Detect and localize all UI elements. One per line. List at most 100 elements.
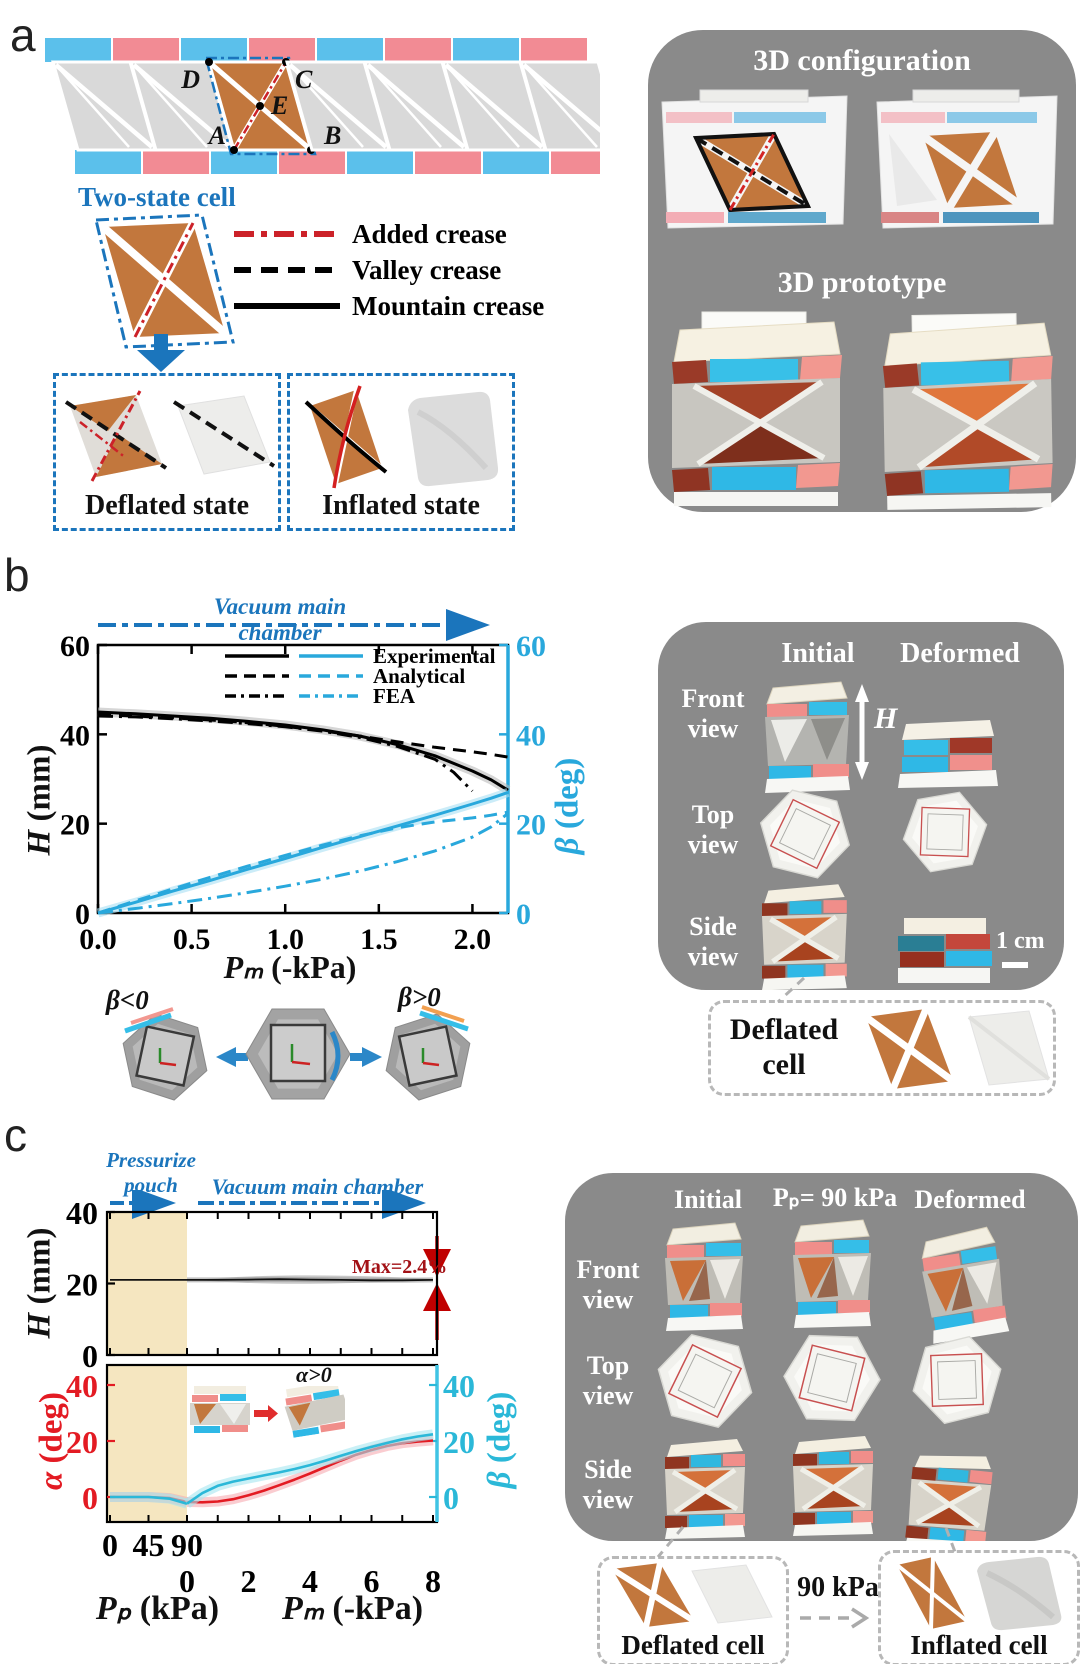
- ytick-right-b: 20: [516, 809, 546, 842]
- prototype-photo-initial: [672, 311, 842, 506]
- deflated-cell-box-c: Deflated cell: [597, 1556, 789, 1664]
- series-beta-fea: [97, 812, 509, 915]
- mountain-crease-label: Mountain crease: [352, 290, 545, 321]
- ytick-alpha: 40: [66, 1368, 98, 1404]
- pressure-90kpa-label: 90 kPa: [797, 1572, 879, 1603]
- render-deformed: [876, 89, 1058, 229]
- added-crease-sample: [234, 231, 340, 237]
- col-initial-c: Initial: [674, 1185, 742, 1214]
- chart-b-xlabel: Pₘ (-kPa): [223, 949, 357, 985]
- inflated-cell-label-c: Inflated cell: [910, 1630, 1048, 1660]
- hexagon-beta-positive: [385, 1005, 471, 1101]
- front-deformed-photo: [898, 720, 998, 788]
- panel-b-views: [750, 681, 998, 990]
- strip-bar-bottom: [211, 150, 277, 174]
- unit-cell-outline: [204, 56, 317, 156]
- top-initial-photo: [750, 783, 860, 885]
- xtick-pm: 8: [425, 1563, 441, 1599]
- ytick-right-b: 0: [516, 898, 531, 931]
- side-initial-photo: [762, 884, 847, 990]
- ytick-right-b: 60: [516, 630, 546, 663]
- experimental-black-sample: [225, 654, 289, 658]
- front-initial-photo: [765, 681, 850, 793]
- ytick-h: 40: [66, 1195, 98, 1231]
- ytick-left-b: 60: [60, 630, 90, 663]
- height-symbol: H: [874, 702, 898, 735]
- inflated-cell-box-c: Inflated cell: [878, 1550, 1080, 1664]
- vertex-label-d: D: [180, 65, 200, 94]
- beta-positive-label: β>0: [398, 982, 441, 1012]
- top-initial-c: [647, 1328, 763, 1434]
- band-alpha-vacuum: [186, 1435, 434, 1508]
- added-crease-line: [133, 222, 195, 338]
- strip-bar-bottom: [143, 150, 209, 174]
- valley-crease-label: Valley crease: [352, 254, 502, 285]
- series-beta-analytical: [97, 810, 509, 915]
- xtick-b: 0.5: [173, 923, 211, 956]
- side-deformed-c: [904, 1449, 994, 1541]
- fea-blue-sample: [299, 694, 363, 698]
- series-beta-pouch: [110, 1495, 188, 1505]
- prototype-photo-deformed: [882, 313, 1053, 510]
- added-crease-label: Added crease: [352, 218, 507, 249]
- xtick-pp: 45: [133, 1527, 165, 1563]
- series-beta-vacuum: [186, 1433, 434, 1505]
- series-H-analytical: [97, 713, 509, 759]
- crease-legend: Added crease Valley crease Mountain crea…: [232, 216, 544, 324]
- pressure-arrow-head: [851, 1607, 870, 1629]
- col-pressure-c: Pₚ= 90 kPa: [772, 1183, 898, 1212]
- chart-b-legend: Experimental Analytical FEA: [225, 645, 495, 708]
- series-H-experimental: [97, 710, 509, 792]
- inset-cell-sheared: [284, 1386, 345, 1445]
- ytick-beta: 20: [443, 1424, 475, 1460]
- xtick-b: 2.0: [454, 923, 492, 956]
- row-front-view-b: Front view: [681, 684, 745, 743]
- row-side-view-c: Side view: [582, 1455, 634, 1514]
- origami-strip-diagram: D CE A B: [45, 38, 600, 174]
- strip-bar-bottom: [75, 150, 141, 174]
- top-pressurized-c: [781, 1334, 883, 1422]
- vertex-label-b: B: [323, 121, 341, 150]
- strip-bar-top: [385, 38, 451, 62]
- ytick-h: 20: [66, 1267, 98, 1303]
- panel-a-photo-box: 3D configuration 3D prototype: [648, 30, 1076, 512]
- ytick-alpha: 0: [82, 1480, 98, 1516]
- panel-a-label: a: [10, 9, 36, 61]
- arrow-right-icon: [362, 1047, 382, 1067]
- vertex-label-e: E: [270, 91, 288, 120]
- legend-row-mountain-crease: Mountain crease: [232, 288, 544, 324]
- chart-b: 0.0 0.5 1.0 1.5 2.0 0 20 40 60 0 20 40 60: [60, 609, 546, 956]
- hexagon-neutral: [245, 1008, 351, 1100]
- prototype-title: 3D prototype: [777, 266, 947, 299]
- deflated-cell-drawing-c: [610, 1562, 773, 1628]
- ytick-right-b: 40: [516, 719, 546, 752]
- top-deformed-c: [903, 1330, 1011, 1430]
- two-state-cell-diagram: [94, 213, 235, 349]
- side-initial-c: [665, 1439, 745, 1539]
- legend-label-fea: FEA: [373, 683, 415, 708]
- cell-dashdot-outline: [94, 213, 235, 349]
- front-initial-c: [664, 1222, 744, 1332]
- arrow-left-icon: [216, 1047, 236, 1067]
- ytick-left-b: 20: [60, 809, 90, 842]
- xtick-pm: 0: [179, 1563, 195, 1599]
- valley-crease-sample: [234, 267, 340, 273]
- inset-cell-initial: [190, 1386, 250, 1440]
- row-side-view-b: Side view: [687, 912, 739, 971]
- ytick-left-b: 40: [60, 719, 90, 752]
- hexagon-rotation-row: [122, 1005, 471, 1101]
- panel-c-views: [647, 1219, 1011, 1541]
- xtick-pm: 4: [302, 1563, 318, 1599]
- inflated-state-box: Inflated state: [287, 373, 515, 531]
- ytick-beta: 0: [443, 1480, 459, 1516]
- strip-bar-bottom: [483, 150, 549, 174]
- panel-a-renders: [661, 89, 1058, 510]
- col-deformed-c: Deformed: [914, 1185, 1026, 1214]
- deflated-cell-label-b: Deflated cell: [729, 1013, 839, 1081]
- side-pressurized-c: [793, 1436, 873, 1536]
- hexagon-beta-negative: [122, 1007, 208, 1101]
- row-top-view-c: Top view: [582, 1351, 634, 1410]
- analytical-black-sample: [225, 674, 289, 678]
- xtick-b: 0.0: [79, 923, 117, 956]
